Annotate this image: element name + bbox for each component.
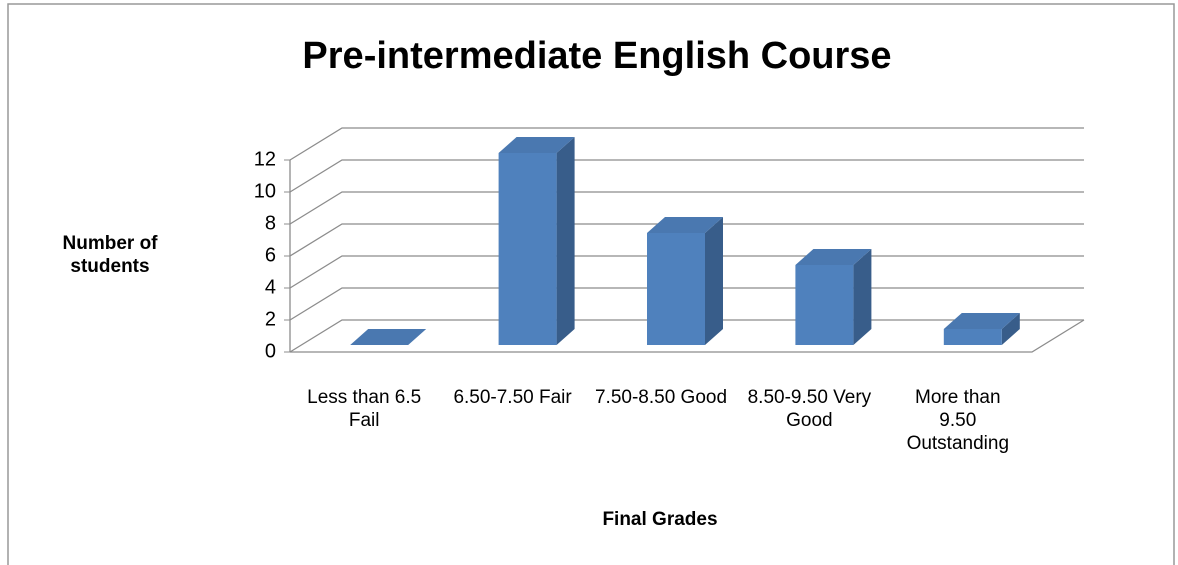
- x-tick-label: 7.50-8.50 Good: [594, 387, 728, 408]
- y-tick-label: 8: [265, 212, 276, 234]
- x-tick-label: More than 9.50 Outstanding: [906, 387, 1010, 454]
- floor-edge: [290, 319, 1085, 353]
- bar-side: [853, 249, 872, 345]
- bar: [795, 249, 872, 345]
- bar-top: [795, 249, 872, 265]
- bar: [498, 137, 575, 345]
- bar-front: [795, 265, 854, 345]
- bar-top: [943, 313, 1020, 329]
- y-tick-label: 10: [254, 180, 276, 202]
- x-tick-label: Less than 6.5 Fail: [307, 387, 422, 431]
- grid-line: [289, 191, 1084, 225]
- bar-top: [350, 329, 427, 345]
- bar-front: [943, 329, 1002, 345]
- bar-front: [498, 153, 557, 345]
- chart-title: Pre-intermediate English Course: [302, 35, 891, 77]
- y-tick-label: 12: [254, 148, 276, 170]
- x-tick-label: 6.50-7.50 Fair: [453, 387, 572, 408]
- bar-top: [647, 217, 723, 233]
- bar: [943, 313, 1020, 345]
- y-tick-label: 6: [265, 244, 276, 266]
- grid-line: [289, 159, 1084, 193]
- grid-line: [289, 223, 1084, 257]
- bar-side: [556, 137, 575, 345]
- bar-front: [647, 233, 705, 345]
- x-tick-label: 8.50-9.50 Very Good: [747, 387, 872, 431]
- bar-top: [498, 137, 575, 153]
- chart-frame: [7, 3, 1175, 565]
- y-tick-label: 2: [265, 308, 276, 330]
- y-axis-title: Number of students: [62, 233, 158, 277]
- bar-side: [1001, 313, 1020, 345]
- y-tick-label: 4: [265, 276, 276, 298]
- bar-side: [705, 217, 723, 345]
- grid-line: [289, 127, 1084, 161]
- bar: [350, 329, 427, 345]
- bar: [647, 217, 723, 345]
- y-tick-label: 0: [265, 340, 276, 362]
- x-axis-title: Final Grades: [602, 509, 717, 530]
